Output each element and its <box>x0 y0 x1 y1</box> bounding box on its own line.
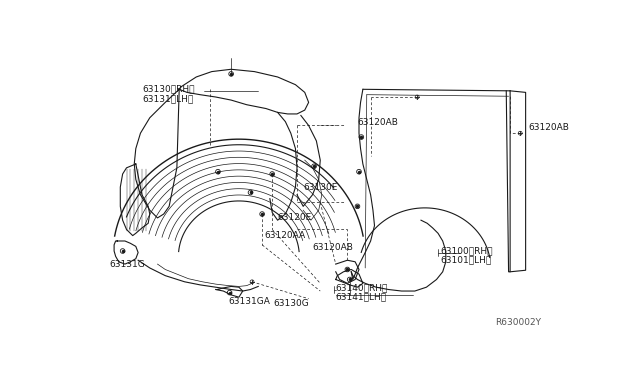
Text: 63120AB: 63120AB <box>528 123 569 132</box>
Text: 63130G: 63130G <box>274 299 310 308</box>
Text: 63120E: 63120E <box>278 212 312 221</box>
Text: 63140〈RH〉: 63140〈RH〉 <box>336 283 388 292</box>
Text: 63101〈LH〉: 63101〈LH〉 <box>440 256 492 264</box>
Text: 63131〈LH〉: 63131〈LH〉 <box>142 94 193 103</box>
Text: 63120AB: 63120AB <box>358 118 398 127</box>
Text: 63141〈LH〉: 63141〈LH〉 <box>336 293 387 302</box>
Text: 63120AA: 63120AA <box>264 231 305 240</box>
Text: 63130E: 63130E <box>303 183 337 192</box>
Text: R630002Y: R630002Y <box>495 318 541 327</box>
Text: 63130〈RH〉: 63130〈RH〉 <box>142 85 195 94</box>
Text: 63100〈RH〉: 63100〈RH〉 <box>440 246 493 256</box>
Text: 63131GA: 63131GA <box>229 297 271 306</box>
Text: 63131G: 63131G <box>109 260 145 269</box>
Text: 63120AB: 63120AB <box>312 243 353 252</box>
